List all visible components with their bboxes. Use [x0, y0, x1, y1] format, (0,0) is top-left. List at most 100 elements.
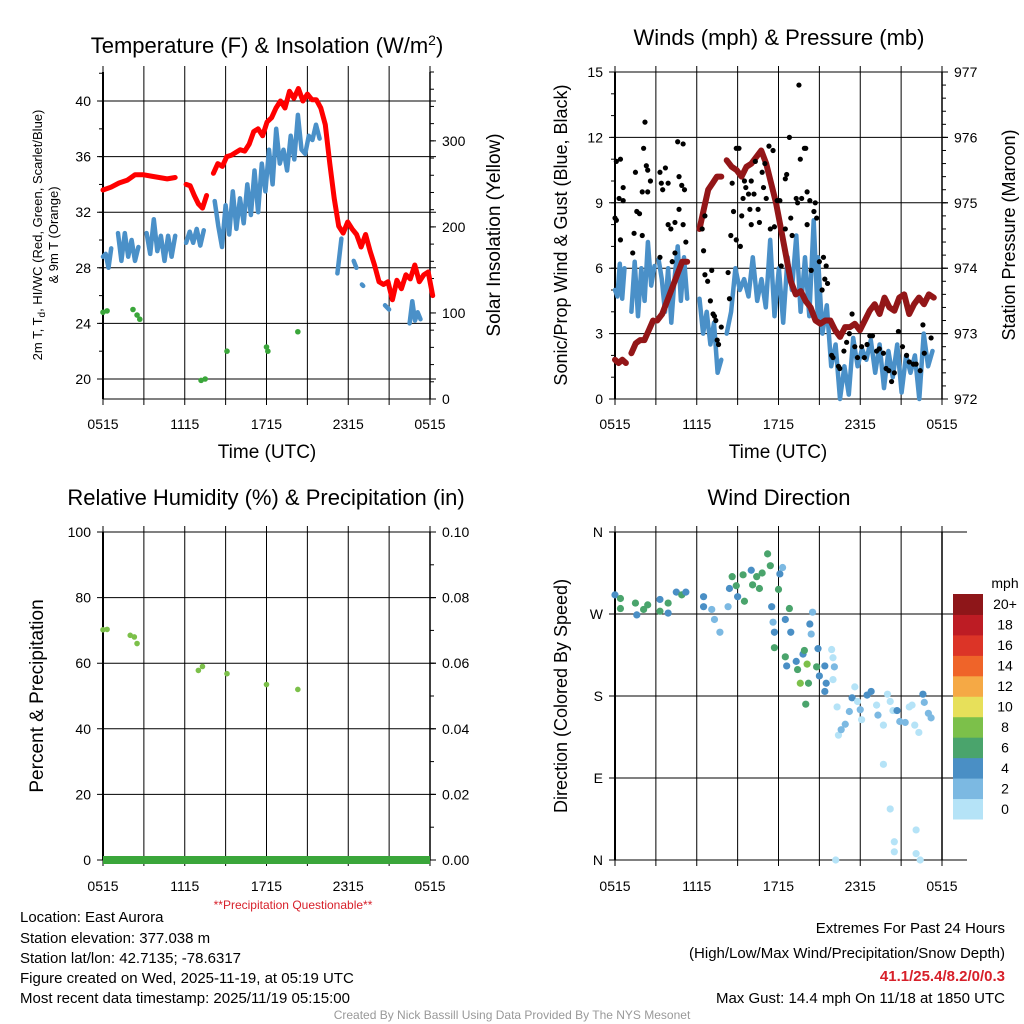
y-tick-label: E [594, 770, 603, 786]
wind-direction-point [644, 601, 652, 609]
wind-direction-point [886, 697, 894, 706]
gust-point [715, 341, 722, 348]
wind-direction-point [829, 654, 837, 662]
gust-point [617, 156, 624, 162]
wind-chill-line [183, 226, 207, 248]
colorbar-label: 18 [997, 617, 1013, 633]
wind-line [724, 217, 821, 336]
temperature-y-label-line1: 2m T, Td, HI/WC (Red, Green, Scarlet/Blu… [30, 110, 48, 361]
x-tick-label: 2315 [845, 416, 876, 432]
wind-chill-line [115, 230, 141, 264]
gust-point [660, 187, 666, 193]
2m-temperature-line [100, 172, 178, 193]
colorbar-swatch [953, 778, 983, 800]
wind-y-label: Sonic/Prop Wind & Gust (Blue, Black) [551, 84, 571, 385]
wind-direction-point [739, 571, 747, 579]
gust-point [711, 313, 718, 319]
gust-point [616, 195, 622, 202]
gust-point [699, 226, 705, 232]
y2-tick-label: 977 [954, 64, 978, 80]
x-tick-label: 1115 [682, 416, 711, 432]
station-pressure-line [654, 258, 691, 324]
gust-point [913, 361, 919, 367]
gust-point [811, 208, 817, 215]
colorbar-swatch [953, 757, 983, 779]
gust-point [733, 237, 739, 243]
created-text: Figure created on Wed, 2025-11-19, at 05… [20, 970, 354, 987]
gust-point [789, 232, 795, 239]
wind-direction-point [873, 701, 881, 709]
wind-chill-line [212, 112, 322, 250]
x-tick-label: 0515 [414, 416, 445, 432]
wind-direction-point [845, 707, 853, 716]
gust-point [899, 344, 906, 350]
y-tick-label: 20 [75, 371, 91, 387]
wind-direction-point [631, 599, 640, 607]
gust-point [869, 333, 876, 339]
gust-point [770, 147, 776, 154]
gust-point [639, 189, 645, 195]
gust-point [786, 134, 793, 140]
colorbar-swatch [953, 798, 983, 820]
wind-chill-line [351, 258, 359, 271]
wind-direction-point [776, 570, 784, 578]
winds-panel-title: Winds (mph) & Pressure (mb) [634, 25, 925, 50]
gust-point [886, 368, 892, 374]
gust-point [665, 180, 671, 186]
y2-tick-label: 0.04 [442, 721, 469, 737]
colorbar-label: 12 [997, 678, 1013, 694]
gust-point [804, 189, 810, 195]
wind-direction-point [821, 662, 829, 670]
colorbar-swatch [953, 696, 983, 718]
colorbar-label: 4 [1001, 760, 1009, 776]
wind-direction-point [656, 607, 664, 615]
y-tick-label: 15 [587, 64, 603, 80]
gust-point [849, 311, 855, 317]
gust-point [643, 163, 649, 169]
y-tick-label: N [593, 852, 603, 868]
gust-point [669, 259, 675, 265]
wind-chill-line [407, 298, 423, 326]
y-tick-label: W [590, 606, 604, 622]
wind-direction-point [778, 563, 787, 572]
gust-point [921, 350, 927, 356]
gust-point [778, 263, 784, 269]
wind-direction-point [830, 663, 838, 671]
x-tick-label: 0515 [926, 878, 957, 894]
wind-direction-point [806, 620, 814, 628]
colorbar-swatch [953, 675, 983, 697]
gust-point [846, 331, 852, 337]
gust-point [812, 200, 818, 206]
wind-direction-point [747, 566, 755, 574]
wind-direction-point [832, 856, 840, 864]
credit-text: Created By Nick Bassill Using Data Provi… [334, 1008, 691, 1022]
x-tick-label: 1715 [763, 878, 794, 894]
gust-point [841, 348, 847, 354]
2m-temperature-line [210, 86, 436, 303]
wind-direction-point [927, 714, 935, 722]
temperature-panel-title: Temperature (F) & Insolation (W/m2) [91, 32, 444, 58]
wind-direction-point [755, 584, 764, 593]
extremes-title: Extremes For Past 24 Hours [816, 920, 1005, 937]
winds-x-label: Time (UTC) [729, 442, 828, 463]
gust-point [680, 141, 686, 147]
wind-chill-line [382, 303, 392, 312]
recent-data-text: Most recent data timestamp: 2025/11/19 0… [20, 990, 350, 1007]
y-tick-label: 9 [595, 195, 603, 211]
gust-point [645, 189, 651, 195]
wind-direction-point [783, 662, 791, 670]
gust-point [771, 224, 778, 230]
gust-point [620, 198, 626, 204]
gust-point [726, 296, 733, 302]
gust-point [816, 259, 822, 265]
wind-direction-point [911, 721, 919, 729]
wind-line [612, 261, 627, 301]
gust-point [755, 206, 761, 212]
gust-point [745, 191, 752, 197]
gust-point [630, 250, 636, 256]
y-tick-label: 24 [75, 315, 91, 331]
wind-direction-point [781, 615, 789, 624]
wind-direction-point [708, 605, 716, 614]
gust-point [852, 344, 858, 350]
